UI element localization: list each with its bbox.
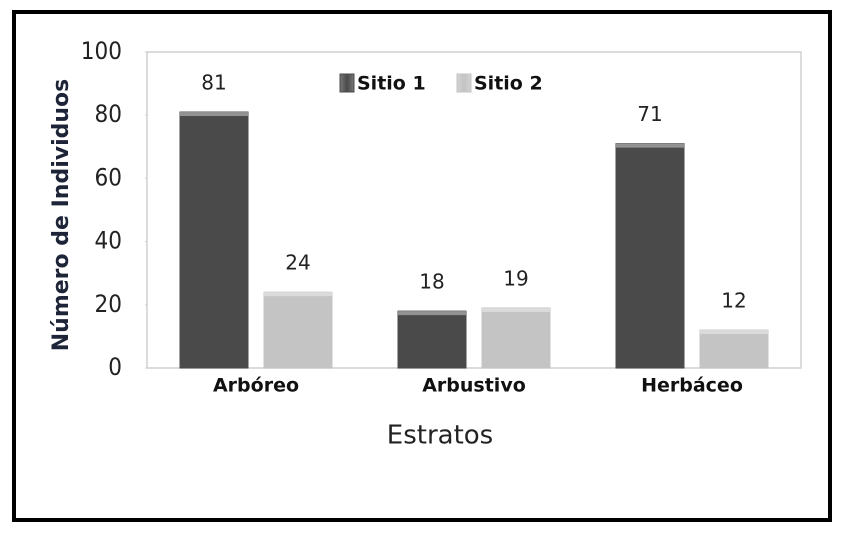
x-tick-label: Arbóreo: [213, 375, 299, 397]
value-label: 71: [637, 102, 662, 126]
y-tick-label: 20: [95, 290, 122, 318]
bar-cap: [398, 311, 466, 316]
y-tick-label: 0: [108, 353, 122, 381]
value-label: 24: [285, 251, 310, 275]
value-label: 18: [419, 270, 444, 294]
x-tick-label: Herbáceo: [641, 375, 743, 397]
plot-area: [146, 51, 802, 369]
value-label: 19: [503, 266, 528, 290]
bar-cap: [700, 330, 768, 335]
x-axis-title: Estratos: [387, 421, 493, 451]
legend-swatch: [339, 73, 355, 93]
bar-cap: [616, 143, 684, 148]
bar: [397, 310, 467, 369]
y-tick-label: 60: [95, 163, 122, 191]
value-label: 12: [721, 289, 746, 313]
legend-swatch: [456, 73, 472, 93]
y-tick-label: 80: [95, 100, 122, 128]
bar: [263, 291, 333, 369]
bar: [615, 143, 685, 369]
y-tick-label: 100: [81, 37, 122, 65]
bar-cap: [180, 112, 248, 117]
bar-cap: [482, 307, 550, 312]
bar: [179, 111, 249, 369]
bar: [481, 307, 551, 369]
bar: [699, 329, 769, 369]
y-axis-title: Número de Individuos: [49, 79, 74, 352]
y-tick-label: 40: [95, 227, 122, 255]
x-tick-label: Arbustivo: [422, 375, 526, 397]
value-label: 81: [201, 71, 226, 95]
bar-cap: [264, 292, 332, 297]
legend-label: Sitio 1: [357, 73, 426, 95]
legend-label: Sitio 2: [474, 73, 543, 95]
